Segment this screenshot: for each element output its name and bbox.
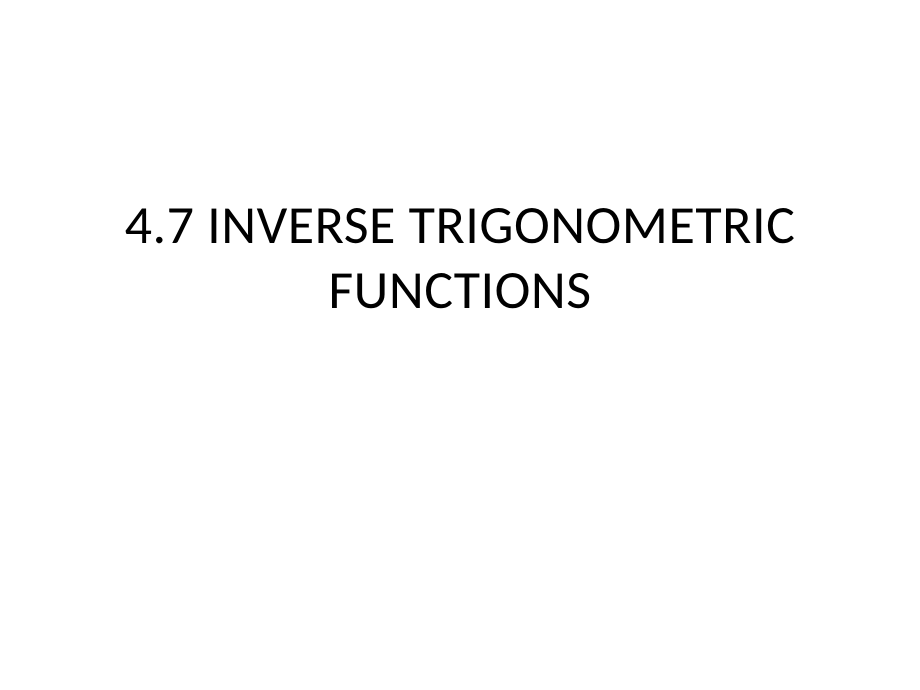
- title-line-1: 4.7 INVERSE TRIGONOMETRIC: [125, 192, 796, 258]
- slide-container: 4.7 INVERSE TRIGONOMETRIC FUNCTIONS: [0, 0, 920, 690]
- slide-title: 4.7 INVERSE TRIGONOMETRIC FUNCTIONS: [125, 193, 796, 323]
- title-line-2: FUNCTIONS: [328, 257, 591, 323]
